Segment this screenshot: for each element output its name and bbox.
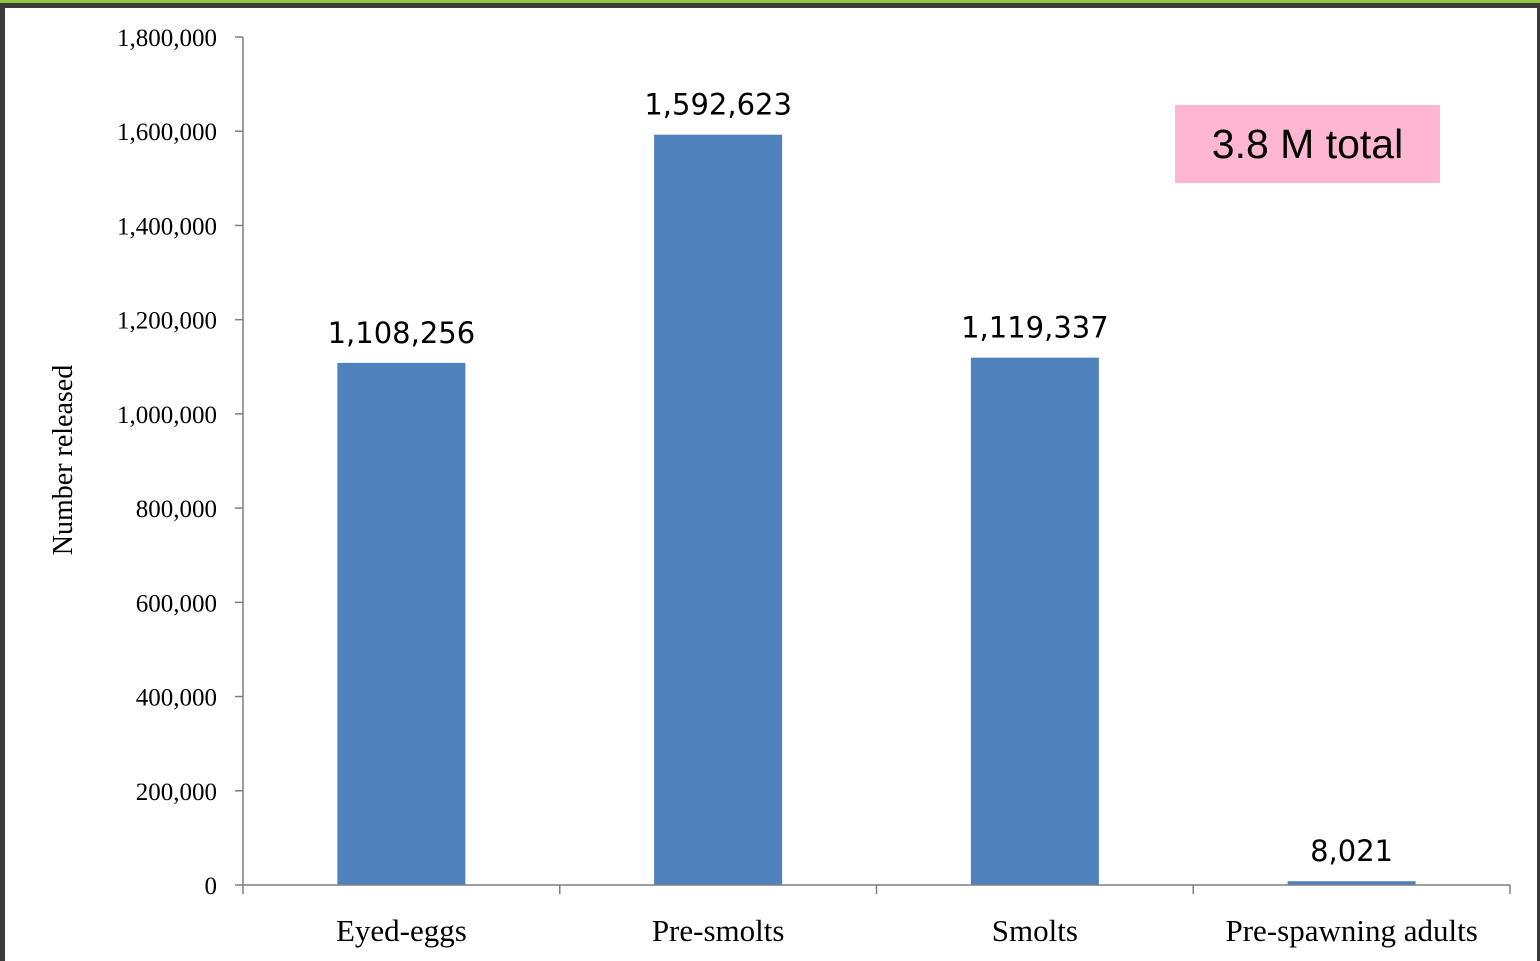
bar-eyed-eggs: [337, 362, 466, 885]
bar-pre-smolts: [654, 134, 783, 885]
total-annotation: 3.8 M total: [1175, 105, 1440, 183]
bar-pre-spawning-adults: [1287, 881, 1416, 885]
data-label: 8,021: [1310, 834, 1393, 868]
y-tick-label: 1,600,000: [117, 119, 217, 146]
x-axis-ticks: Eyed-eggs Pre-smolts Smolts Pre-spawning ad…: [242, 885, 1511, 948]
data-label: 1,119,337: [961, 311, 1109, 345]
y-tick-label: 400,000: [136, 685, 217, 712]
x-category-label: Pre-spawning adults: [1225, 913, 1477, 948]
y-tick-label: 1,200,000: [117, 308, 217, 335]
top-accent-line: [0, 0, 1540, 3]
y-axis-title: Number released: [48, 365, 79, 555]
data-label: 1,108,256: [328, 316, 476, 350]
y-tick-label: 1,800,000: [117, 25, 217, 52]
y-tick-label: 800,000: [136, 496, 217, 523]
data-label: 1,592,623: [644, 88, 792, 122]
bar-smolts: [970, 357, 1099, 885]
y-axis-ticks: 0 200,000 400,000 600,000 800,000 1,000,000 1,…: [117, 25, 243, 900]
y-tick-label: 1,400,000: [117, 213, 217, 240]
y-tick-label: 600,000: [136, 590, 217, 617]
y-tick-label: 1,000,000: [117, 402, 217, 429]
y-tick-label: 200,000: [136, 779, 217, 806]
x-category-label: Smolts: [992, 913, 1078, 948]
y-tick-label: 0: [205, 873, 218, 900]
bars: 1,108,256 1,592,623 1,119,337 8,021: [328, 88, 1416, 885]
x-category-label: Eyed-eggs: [336, 913, 467, 948]
x-category-label: Pre-smolts: [652, 913, 785, 948]
